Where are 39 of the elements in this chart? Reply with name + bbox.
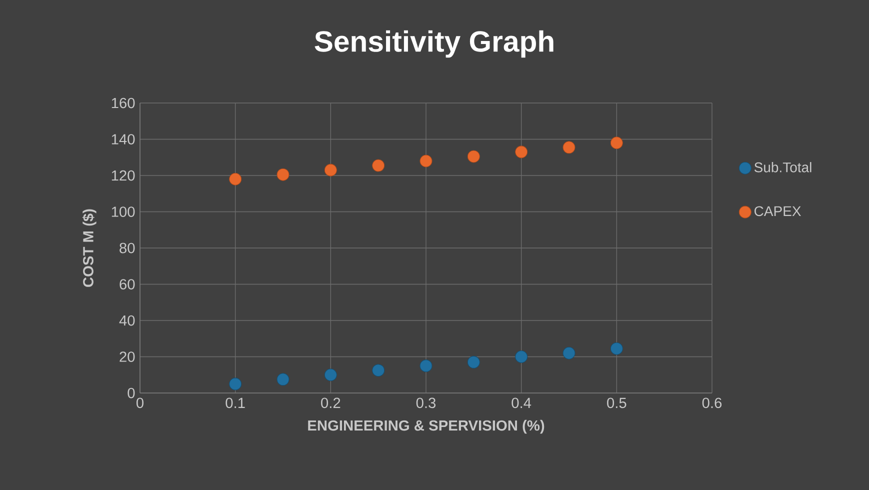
chart-title: Sensitivity Graph	[314, 30, 554, 58]
point	[276, 373, 290, 386]
x-tick-label: 0.2	[321, 398, 340, 408]
point	[562, 141, 576, 154]
point	[276, 168, 290, 181]
point	[515, 146, 528, 158]
legend-label: Sub.Total	[754, 162, 812, 172]
point	[324, 368, 337, 382]
point	[515, 350, 528, 364]
y-tick-label: 80	[120, 242, 135, 254]
y-tick-label: 20	[120, 352, 135, 362]
x-tick-label: 0.4	[512, 398, 532, 408]
legend-label: CAPEX	[754, 206, 801, 216]
point	[372, 364, 385, 377]
y-tick-label: 0	[128, 388, 135, 398]
x-tick-label: 0.6	[702, 398, 722, 408]
point	[467, 356, 480, 368]
y-tick-label: 160	[112, 98, 135, 108]
point	[229, 378, 242, 390]
x-tick-label: 0	[136, 398, 144, 408]
point	[229, 172, 242, 186]
y-tick-label: 60	[120, 279, 135, 290]
y-tick-label: 120	[112, 170, 135, 181]
y-axis-title: COST M ($)	[82, 209, 96, 287]
x-tick-label: 0.5	[607, 398, 626, 408]
point	[610, 136, 623, 150]
point	[372, 159, 385, 172]
point	[420, 154, 432, 168]
point	[562, 346, 576, 360]
point	[420, 360, 432, 372]
y-tick-label: 40	[119, 315, 135, 326]
point	[610, 342, 623, 355]
x-axis-title: ENGINEERING & SPERVISION (%)	[308, 420, 544, 434]
x-tick-label: 0.3	[416, 398, 436, 408]
point	[467, 150, 480, 163]
y-tick-label: 100	[112, 206, 135, 217]
y-tick-label: 140	[112, 134, 135, 144]
x-tick-label: 0.1	[226, 398, 245, 408]
point	[324, 164, 337, 176]
